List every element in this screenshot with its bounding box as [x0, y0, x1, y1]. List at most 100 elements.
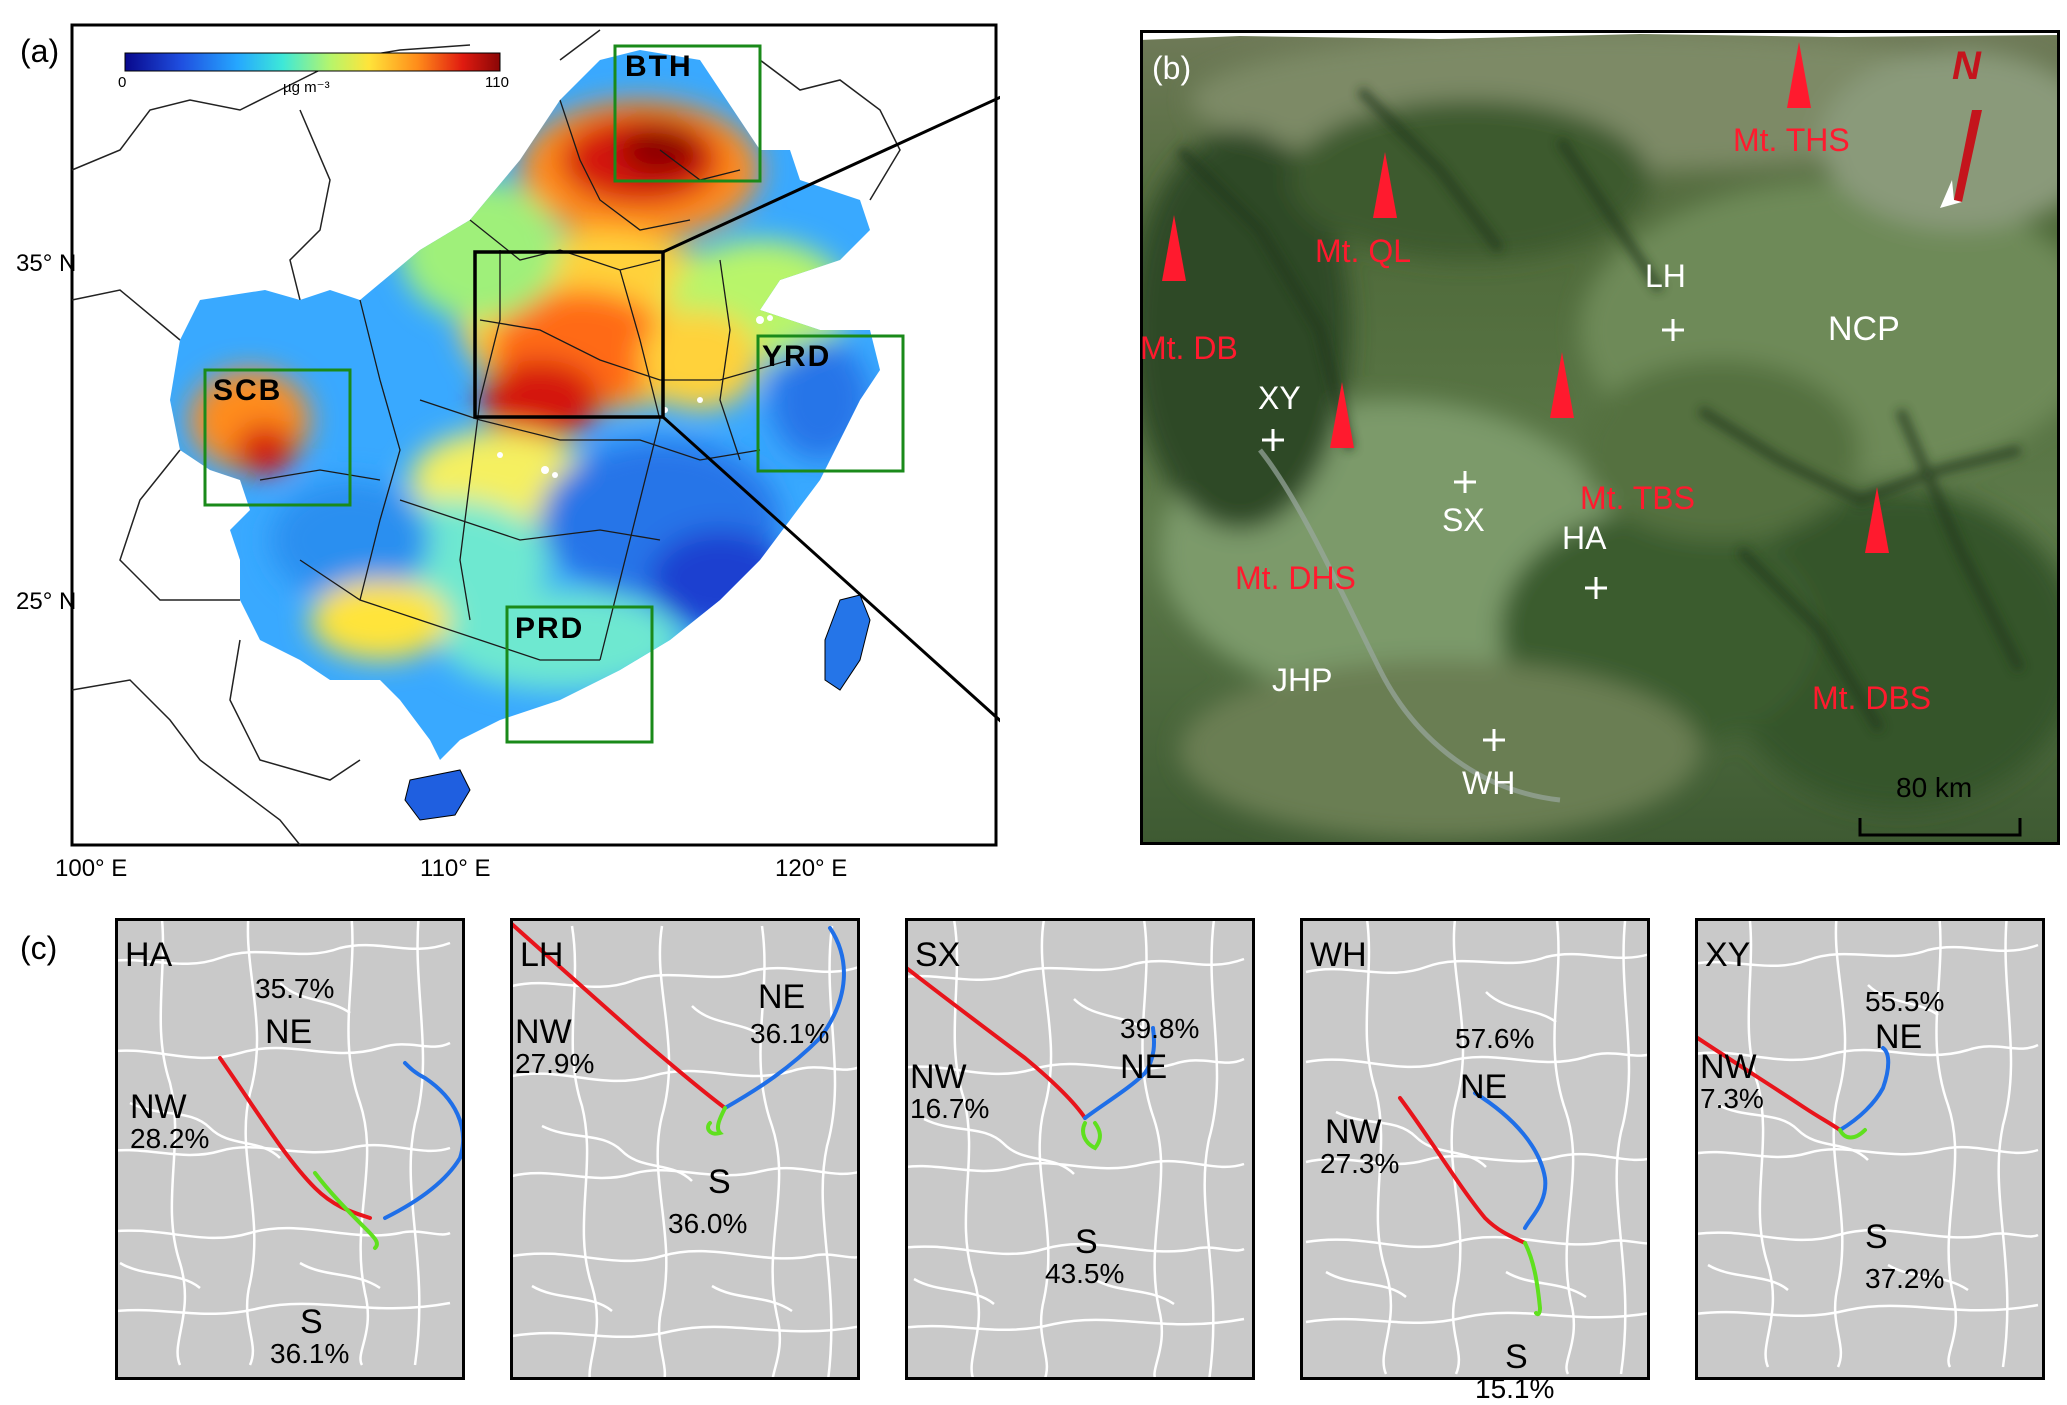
trajectory-map [99, 902, 466, 1380]
lat-tick-25: 25° N [16, 588, 77, 615]
s-percent: 37.2% [1865, 1263, 1945, 1294]
s-label: S [1075, 1223, 1098, 1261]
panel-b-label: (b) [1152, 50, 1192, 86]
colorbar-max: 110 [485, 74, 509, 91]
region-label-scb: SCB [213, 374, 283, 407]
trajectory-ne [383, 1061, 466, 1220]
trajectory-panel-ha: HA NW 28.2% NE 35.7% S 36.1% [99, 902, 466, 1380]
ne-label: NE [265, 1013, 313, 1051]
mountain-label-db: Mt. DB [1140, 330, 1238, 366]
site-label-lh: LH [1645, 258, 1686, 294]
lat-tick-35: 35° N [16, 250, 77, 277]
region-label-prd: PRD [515, 612, 585, 645]
mountain-label-dbs: Mt. DBS [1812, 680, 1932, 716]
panel-a-label: (a) [20, 33, 60, 69]
site-label-ha: HA [1562, 520, 1607, 556]
site-label: XY [1705, 936, 1751, 974]
mountain-markers [1162, 42, 1889, 553]
nw-percent: 27.9% [515, 1048, 595, 1079]
mountain-label-tbs: Mt. TBS [1580, 480, 1695, 516]
ne-label: NE [1875, 1018, 1923, 1056]
panel-c-label: (c) [20, 930, 58, 966]
trajectory-map [1687, 904, 2045, 1380]
nw-percent: 16.7% [910, 1093, 990, 1124]
mountain-label-dhs: Mt. DHS [1235, 560, 1356, 596]
trajectory-nw [1688, 1031, 1842, 1132]
nw-label: NW [1700, 1048, 1757, 1086]
trajectory-s [313, 1171, 379, 1250]
colorbar-unit: µg m⁻³ [283, 79, 330, 96]
site-label: WH [1310, 936, 1367, 974]
taiwan [824, 594, 871, 691]
colorbar [124, 52, 501, 72]
ne-label: NE [1120, 1048, 1168, 1086]
ne-percent: 36.1% [750, 1018, 830, 1049]
s-percent: 36.1% [270, 1338, 350, 1369]
trajectory-map [1300, 911, 1657, 1380]
site-label-sx: SX [1442, 502, 1485, 538]
trajectory-ne [723, 926, 846, 1110]
mountain-label-ql: Mt. QL [1315, 233, 1412, 269]
ne-percent: 57.6% [1455, 1023, 1535, 1054]
hainan [404, 769, 471, 821]
site-label: SX [915, 936, 961, 974]
north-label: N [1952, 44, 1981, 88]
s-percent: 15.1% [1475, 1373, 1555, 1404]
trajectory-map [893, 918, 1255, 1382]
trajectory-ne [1838, 1046, 1891, 1132]
s-percent: 36.0% [668, 1208, 748, 1239]
nw-label: NW [515, 1013, 572, 1051]
trajectory-s [1838, 1128, 1867, 1140]
trajectory-ne [1473, 1091, 1548, 1230]
trajectory-panel-xy: XY NW 7.3% NE 55.5% S 37.2% [1687, 904, 2045, 1380]
region-label-yrd: YRD [762, 340, 832, 373]
trajectory-s [1081, 1121, 1102, 1151]
nw-label: NW [130, 1088, 187, 1126]
trajectory-s [1523, 1241, 1543, 1317]
zoom-box [473, 250, 665, 419]
ne-label: NE [1460, 1068, 1508, 1106]
nw-label: NW [910, 1058, 967, 1096]
trajectory-map [503, 916, 863, 1389]
area-label-ncp: NCP [1828, 310, 1900, 348]
panel-b: (b) Mt. THS Mt. QL Mt. DB Mt. TBS Mt. DH… [1130, 30, 2067, 845]
s-label: S [1865, 1218, 1888, 1256]
ne-percent: 35.7% [255, 973, 335, 1004]
trajectory-panel-wh: WH NW 27.3% NE 57.6% S 15.1% [1300, 911, 1657, 1404]
panel-b-terrain [1130, 30, 2067, 845]
trajectory-ne [1083, 1026, 1156, 1120]
scale-bar [1858, 818, 2022, 837]
ne-percent: 55.5% [1865, 986, 1945, 1017]
ne-percent: 39.8% [1120, 1013, 1200, 1044]
nw-percent: 28.2% [130, 1123, 210, 1154]
region-label-bth: BTH [625, 50, 693, 83]
region-boxes [203, 44, 905, 744]
site-label: HA [125, 936, 173, 974]
panel-a: (a) 0 µg m⁻³ 110 BTH SCB YRD PRD 35° N 2… [0, 0, 1145, 900]
colorbar-min: 0 [118, 74, 127, 91]
site-markers [1262, 319, 1684, 751]
trajectory-nw [1398, 1096, 1527, 1245]
lon-tick-120: 120° E [775, 855, 848, 882]
s-label: S [300, 1303, 323, 1341]
trajectory-nw [503, 916, 727, 1110]
trajectory-nw [898, 961, 1087, 1120]
scale-label: 80 km [1896, 772, 1973, 803]
mountain-label-ths: Mt. THS [1733, 122, 1850, 158]
panel-a-map [70, 23, 1145, 849]
s-label: S [1505, 1338, 1528, 1376]
nw-percent: 7.3% [1700, 1083, 1764, 1114]
nw-percent: 27.3% [1320, 1148, 1400, 1179]
site-label-wh: WH [1462, 765, 1516, 801]
s-percent: 43.5% [1045, 1258, 1125, 1289]
lon-tick-100: 100° E [55, 855, 128, 882]
trajectory-s [706, 1106, 727, 1136]
north-arrow-icon [1940, 110, 1982, 208]
area-label-jhp: JHP [1272, 662, 1333, 698]
site-label: LH [520, 936, 564, 974]
ne-label: NE [758, 978, 806, 1016]
trajectory-panel-lh: LH NW 27.9% NE 36.1% S 36.0% [503, 916, 863, 1389]
s-label: S [708, 1163, 731, 1201]
nw-label: NW [1325, 1113, 1382, 1151]
trajectory-panel-sx: SX NW 16.7% NE 39.8% S 43.5% [893, 918, 1255, 1382]
